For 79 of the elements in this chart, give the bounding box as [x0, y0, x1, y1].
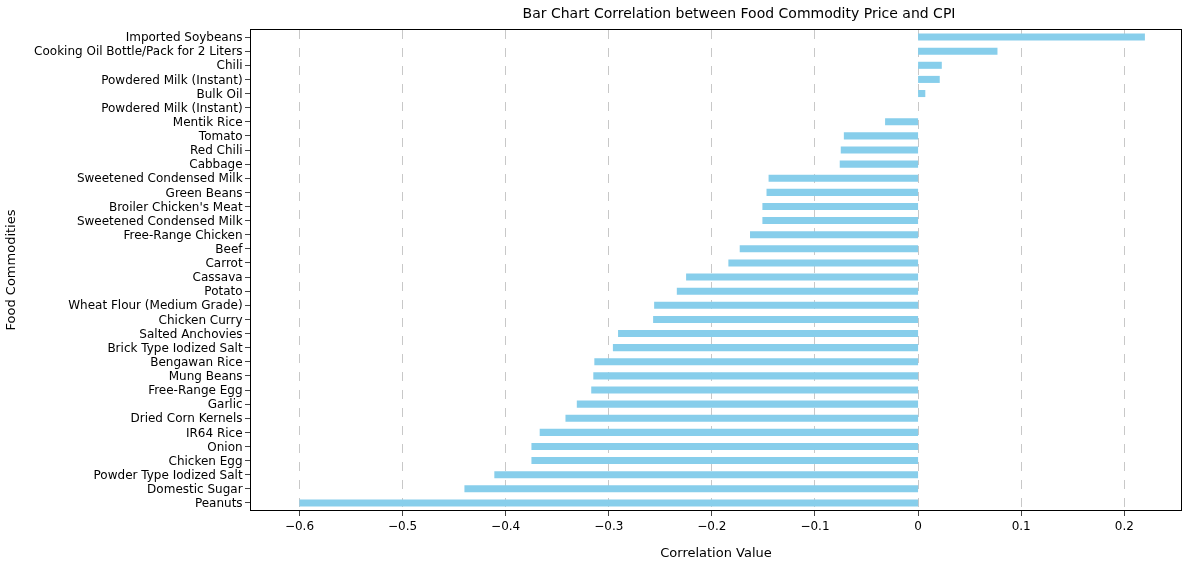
y-tick-label: Garlic — [207, 397, 243, 412]
bar — [686, 273, 919, 281]
y-tick-label: Green Beans — [165, 185, 243, 200]
bar — [918, 47, 998, 55]
y-tick-label: Tomato — [197, 129, 243, 144]
y-axis-title: Food Commodities — [3, 209, 19, 331]
bar — [762, 217, 919, 225]
y-tick-label: Carrot — [205, 256, 243, 271]
y-tick-label: Powdered Milk (Instant) — [101, 100, 243, 115]
y-tick-label: Powder Type Iodized Salt — [93, 467, 243, 482]
bar — [750, 231, 919, 239]
x-tick-label: −0.5 — [387, 519, 418, 534]
y-tick-label: Salted Anchovies — [139, 326, 243, 341]
x-tick-label: 0.2 — [1114, 519, 1134, 534]
bar — [565, 414, 919, 422]
bar — [728, 259, 919, 267]
y-tick-label: Sweetened Condensed Milk — [76, 213, 243, 228]
x-tick-label: −0.1 — [800, 519, 830, 534]
bar — [839, 160, 919, 168]
y-tick-label: Onion — [207, 439, 243, 454]
bar — [918, 33, 1145, 41]
bar — [594, 358, 919, 366]
bar — [918, 75, 940, 83]
x-tick-label: −0.2 — [697, 519, 727, 534]
y-tick-label: Chili — [216, 58, 243, 73]
y-tick-label: Potato — [204, 284, 243, 299]
bar — [918, 90, 926, 98]
bar — [464, 485, 919, 493]
bar — [494, 471, 919, 479]
y-tick-label: Sweetened Condensed Milk — [76, 171, 243, 186]
y-tick-label: Dried Corn Kernels — [130, 411, 243, 426]
y-tick-label: Peanuts — [194, 496, 243, 511]
y-tick-label: Mung Beans — [168, 369, 243, 384]
bar — [762, 202, 919, 210]
chart-title: Bar Chart Correlation between Food Commodity Price and CPI — [522, 5, 956, 22]
y-tick-label: Broiler Chicken's Meat — [108, 199, 243, 214]
bar — [676, 287, 919, 295]
bar — [612, 344, 919, 352]
y-tick-label: Bengawan Rice — [150, 354, 243, 369]
bar — [843, 132, 919, 140]
y-tick-label: Free-Range Egg — [148, 383, 243, 398]
y-tick-label: Imported Soybeans — [125, 30, 243, 45]
bar — [531, 442, 919, 450]
bar — [766, 188, 919, 196]
y-tick-label: Mentik Rice — [172, 114, 243, 129]
bar — [593, 372, 919, 380]
y-tick-label: Chicken Curry — [158, 312, 243, 327]
x-tick-label: −0.6 — [284, 519, 315, 534]
x-tick-label: −0.4 — [491, 519, 521, 534]
y-tick-label: Bulk Oil — [196, 86, 243, 101]
y-tick-label: Chicken Egg — [168, 453, 243, 468]
bar — [739, 245, 919, 253]
bar — [653, 315, 919, 323]
x-tick-label: 0 — [914, 519, 922, 534]
y-tick-label: Cassava — [192, 270, 243, 285]
bar — [576, 400, 919, 408]
bar — [654, 301, 919, 309]
bar — [840, 146, 919, 154]
y-tick-label: Cooking Oil Bottle/Pack for 2 Liters — [34, 44, 243, 59]
x-tick-label: −0.3 — [594, 519, 624, 534]
y-tick-label: IR64 Rice — [185, 425, 243, 440]
bar — [768, 174, 919, 182]
bar — [618, 330, 919, 338]
y-tick-label: Powdered Milk (Instant) — [101, 72, 243, 87]
x-axis-title: Correlation Value — [660, 545, 772, 560]
bar — [299, 499, 919, 507]
y-tick-label: Free-Range Chicken — [123, 227, 243, 242]
bar — [885, 118, 919, 126]
bar — [591, 386, 919, 394]
y-tick-label: Brick Type Iodized Salt — [107, 340, 243, 355]
y-tick-label: Red Chili — [189, 143, 243, 158]
bar — [531, 457, 919, 465]
y-tick-label: Wheat Flour (Medium Grade) — [68, 298, 243, 313]
bar — [918, 61, 942, 69]
bar — [539, 428, 919, 436]
x-tick-label: 0.1 — [1011, 519, 1031, 534]
y-tick-label: Domestic Sugar — [147, 482, 243, 497]
y-tick-label: Beef — [215, 242, 244, 257]
y-tick-label: Cabbage — [189, 157, 243, 172]
